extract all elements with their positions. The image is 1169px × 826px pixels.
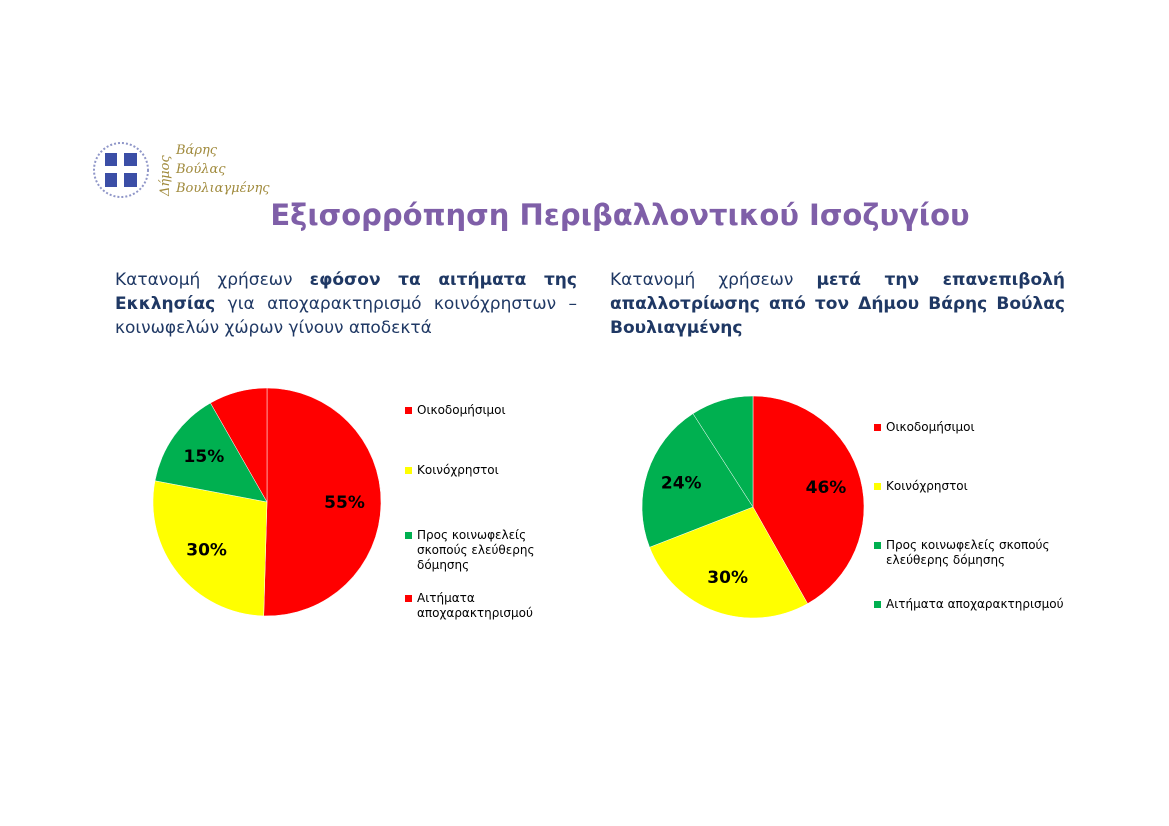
subtitle-text: μετά την επανεπιβολή απαλλοτρίωσης από τ… <box>610 270 1066 338</box>
pie-slice <box>692 395 754 508</box>
pie-slice <box>641 413 754 548</box>
pie-slice <box>154 402 268 503</box>
legend-entry: Αιτήματα αποχαρακτηρισμού <box>405 591 552 621</box>
pie-slice <box>263 387 382 617</box>
legend-entry: Κοινόχρηστοι <box>405 463 552 478</box>
pie-slice <box>210 387 268 503</box>
legend-label: Προς κοινωφελείς σκοπούς ελεύθερης δόμησ… <box>886 538 1050 567</box>
pie-slice <box>152 480 268 617</box>
legend-entry: Αιτήματα αποχαρακτηρισμού <box>874 597 1071 612</box>
legend-label: Αιτήματα αποχαρακτηρισμού <box>886 597 1064 611</box>
legend-label: Αιτήματα αποχαρακτηρισμού <box>417 591 533 620</box>
legend-swatch <box>405 407 412 414</box>
pie-slice <box>752 395 865 604</box>
subtitle-text: Κατανομή χρήσεων <box>115 270 310 290</box>
legend-swatch <box>405 595 412 602</box>
legend-entry: Προς κοινωφελείς σκοπούς ελεύθερης δόμησ… <box>874 538 1071 568</box>
subtitle-text: Κατανομή χρήσεων <box>610 270 817 290</box>
subtitle-text: για αποχαρακτηρισμό κοινόχρηστων – κοινω… <box>115 294 577 338</box>
legend-swatch <box>874 542 881 549</box>
legend-entry: Προς κοινωφελείς σκοπούς ελεύθερης δόμησ… <box>405 528 552 573</box>
data-label: 15% <box>184 447 225 467</box>
subtitle: Κατανομή χρήσεων εφόσον τα αιτήματα της … <box>115 268 577 340</box>
legend-swatch <box>874 483 881 490</box>
subtitle-text: εφόσον τα αιτήματα της Εκκλησίας <box>115 270 577 314</box>
logo-text: Βουλιαγμένης <box>176 181 270 196</box>
logo-text: Βάρης <box>176 143 218 158</box>
data-label: 30% <box>707 568 748 588</box>
data-label: 46% <box>806 478 847 498</box>
legend-label: Οικοδομήσιμοι <box>886 420 975 434</box>
title: Εξισορρόπηση Περιβαλλοντικού Ισοζυγίου <box>270 198 970 232</box>
legend-entry: Οικοδομήσιμοι <box>874 420 1071 435</box>
legend-entry: Κοινόχρηστοι <box>874 479 1071 494</box>
legend-swatch <box>874 424 881 431</box>
legend-swatch <box>405 467 412 474</box>
pie-slice <box>649 506 808 619</box>
data-label: 55% <box>324 493 365 513</box>
data-label: 24% <box>661 474 702 494</box>
legend-swatch <box>405 532 412 539</box>
data-label: 30% <box>186 541 227 561</box>
legend-label: Κοινόχρηστοι <box>417 463 499 477</box>
legend-label: Προς κοινωφελείς σκοπούς ελεύθερης δόμησ… <box>417 528 535 572</box>
legend-label: Οικοδομήσιμοι <box>417 403 506 417</box>
legend-entry: Οικοδομήσιμοι <box>405 403 552 418</box>
logo-text: Βούλας <box>176 162 226 177</box>
legend-label: Κοινόχρηστοι <box>886 479 968 493</box>
legend-swatch <box>874 601 881 608</box>
subtitle: Κατανομή χρήσεων μετά την επανεπιβολή απ… <box>610 268 1065 340</box>
